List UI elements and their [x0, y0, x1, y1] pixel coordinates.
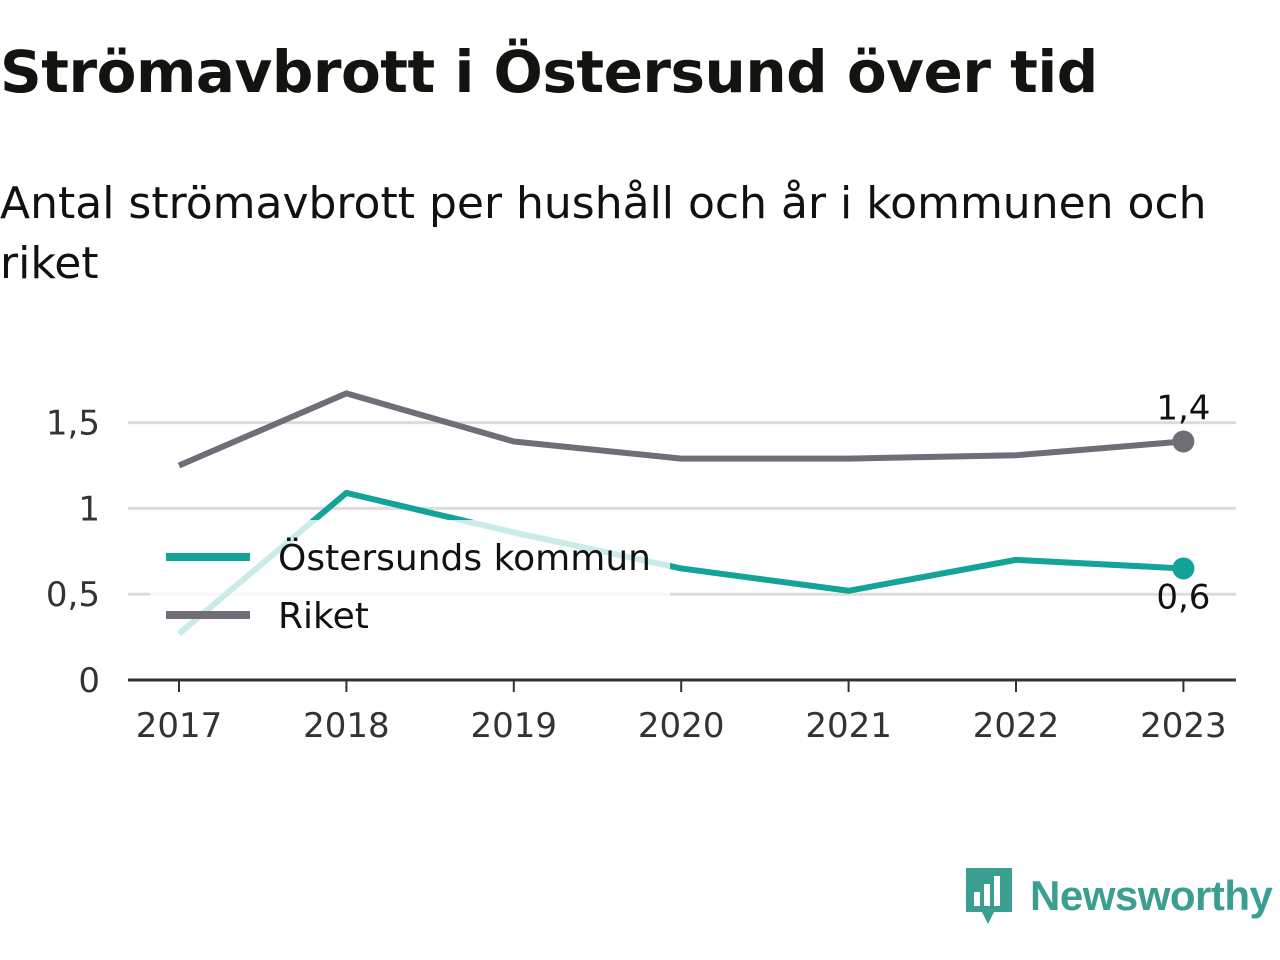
brand-name: Newsworthy — [1030, 872, 1273, 919]
y-tick-label: 0 — [78, 661, 100, 701]
series-line-0 — [177, 489, 1184, 636]
newsworthy-brand: Newsworthy — [964, 864, 1273, 928]
y-axis-ticks: 0 0,5 1 1,5 — [46, 404, 100, 701]
end-label-kommun: 0,6 — [1156, 577, 1210, 617]
y-tick-label: 1,5 — [46, 404, 100, 444]
legend-label: Riket — [278, 596, 369, 637]
x-tick-label: 2017 — [136, 706, 223, 746]
y-tick-label: 1 — [78, 489, 100, 529]
chart-subtitle: Antal strömavbrott per hushåll och år i … — [0, 178, 1207, 289]
legend: Östersunds kommun Riket — [150, 520, 670, 645]
x-tick-label: 2019 — [471, 706, 558, 746]
chart-title: Strömavbrott i Östersund över tid — [0, 38, 1098, 106]
legend-label: Östersunds kommun — [278, 537, 651, 579]
legend-backdrop — [150, 520, 670, 645]
series-endpoint — [1172, 557, 1195, 580]
x-tick-label: 2018 — [303, 706, 390, 746]
x-axis: 2017 2018 2019 2020 2021 2022 2023 — [128, 678, 1236, 746]
series-lines — [177, 390, 1195, 636]
end-label-riket: 1,4 — [1156, 388, 1210, 428]
x-tick-label: 2022 — [973, 706, 1060, 746]
x-tick-label: 2023 — [1140, 706, 1227, 746]
newsworthy-logo-icon — [966, 868, 1012, 924]
end-labels: 1,4 0,6 — [1156, 388, 1210, 617]
series-endpoint — [1172, 430, 1195, 453]
y-tick-label: 0,5 — [46, 575, 100, 615]
x-tick-label: 2020 — [638, 706, 725, 746]
x-tick-label: 2021 — [805, 706, 892, 746]
series-line-1 — [177, 390, 1184, 469]
line-chart: 0 0,5 1 1,5 2017 2018 2019 2020 2021 2022 2023 Ös… — [46, 388, 1236, 746]
